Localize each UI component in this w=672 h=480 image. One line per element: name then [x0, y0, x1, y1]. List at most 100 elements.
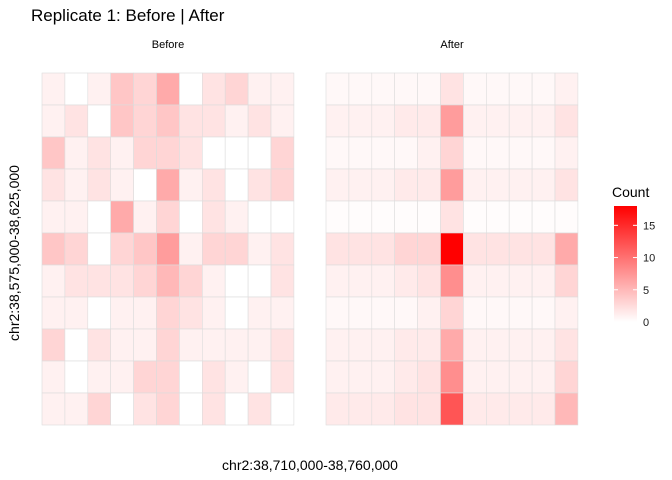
- heatmap-cell-after-r10-c10: [554, 392, 579, 426]
- heatmap-cell-before-r1-c2: [87, 104, 112, 138]
- heatmap-cell-after-r9-c8: [508, 360, 533, 394]
- heatmap-cell-before-r4-c4: [133, 200, 157, 234]
- heatmap-cell-after-r8-c7: [485, 328, 510, 362]
- heatmap-cell-before-r7-c7: [202, 296, 226, 330]
- heatmap-cell-after-r1-c0: [325, 104, 350, 138]
- heatmap-cell-after-r0-c10: [554, 72, 579, 106]
- heatmap-cell-after-r3-c7: [485, 168, 510, 202]
- heatmap-cell-before-r10-c0: [41, 392, 66, 426]
- heatmap-cell-after-r10-c4: [417, 392, 441, 426]
- heatmap-cell-after-r1-c7: [485, 104, 510, 138]
- heatmap-cell-after-r7-c4: [417, 296, 441, 330]
- heatmap-cell-before-r1-c4: [133, 104, 157, 138]
- legend-title: Count: [612, 184, 649, 200]
- heatmap-cell-before-r10-c6: [179, 392, 203, 426]
- heatmap-cell-after-r4-c7: [485, 200, 510, 234]
- heatmap-cell-after-r7-c2: [371, 296, 395, 330]
- heatmap-cell-after-r3-c1: [348, 168, 373, 202]
- heatmap-cell-after-r0-c5: [440, 72, 464, 106]
- heatmap-cell-before-r9-c4: [133, 360, 157, 394]
- heatmap-cell-after-r0-c4: [417, 72, 441, 106]
- heatmap-cell-before-r10-c7: [202, 392, 226, 426]
- heatmap-cell-after-r8-c9: [531, 328, 556, 362]
- heatmap-cell-before-r6-c10: [270, 264, 295, 298]
- heatmap-cell-before-r6-c3: [110, 264, 134, 298]
- heatmap-cell-before-r6-c8: [224, 264, 249, 298]
- heatmap-cell-before-r3-c1: [64, 168, 89, 202]
- heatmap-cell-before-r2-c7: [202, 136, 226, 170]
- heatmap-cell-after-r6-c2: [371, 264, 395, 298]
- heatmap-cell-after-r8-c10: [554, 328, 579, 362]
- heatmap-cell-before-r7-c6: [179, 296, 203, 330]
- heatmap-cell-before-r2-c1: [64, 136, 89, 170]
- heatmap-cell-after-r4-c1: [348, 200, 373, 234]
- heatmap-cell-after-r8-c4: [417, 328, 441, 362]
- heatmap-cell-before-r7-c5: [156, 296, 180, 330]
- heatmap-cell-before-r3-c3: [110, 168, 134, 202]
- heatmap-cell-after-r6-c9: [531, 264, 556, 298]
- heatmap-cell-after-r1-c8: [508, 104, 533, 138]
- heatmap-cell-before-r1-c5: [156, 104, 180, 138]
- heatmap-cell-after-r2-c7: [485, 136, 510, 170]
- heatmap-cell-after-r8-c8: [508, 328, 533, 362]
- heatmap-cell-after-r5-c9: [531, 232, 556, 266]
- heatmap-cell-before-r5-c3: [110, 232, 134, 266]
- heatmap-cell-before-r8-c3: [110, 328, 134, 362]
- heatmap-cell-before-r1-c10: [270, 104, 295, 138]
- heatmap-cell-after-r9-c0: [325, 360, 350, 394]
- heatmap-cell-after-r5-c7: [485, 232, 510, 266]
- heatmap-cell-after-r7-c1: [348, 296, 373, 330]
- heatmap-cell-after-r9-c10: [554, 360, 579, 394]
- heatmap-cell-after-r0-c0: [325, 72, 350, 106]
- heatmap-cell-after-r1-c4: [417, 104, 441, 138]
- heatmap-cell-before-r8-c10: [270, 328, 295, 362]
- heatmap-cell-after-r7-c10: [554, 296, 579, 330]
- heatmap-cell-after-r10-c5: [440, 392, 464, 426]
- heatmap-cell-after-r5-c1: [348, 232, 373, 266]
- heatmap-cell-before-r3-c5: [156, 168, 180, 202]
- heatmap-cell-before-r10-c3: [110, 392, 134, 426]
- heatmap-cell-after-r1-c10: [554, 104, 579, 138]
- heatmap-cell-before-r2-c4: [133, 136, 157, 170]
- heatmap-cell-before-r3-c8: [224, 168, 249, 202]
- heatmap-cell-after-r2-c1: [348, 136, 373, 170]
- heatmap-cell-before-r10-c4: [133, 392, 157, 426]
- heatmap-cell-after-r8-c5: [440, 328, 464, 362]
- panel-before: [41, 72, 295, 426]
- heatmap-cell-before-r3-c10: [270, 168, 295, 202]
- heatmap-cell-after-r7-c7: [485, 296, 510, 330]
- heatmap-cell-after-r7-c6: [463, 296, 487, 330]
- heatmap-cell-before-r0-c1: [64, 72, 89, 106]
- heatmap-cell-after-r9-c1: [348, 360, 373, 394]
- heatmap-cell-before-r4-c9: [247, 200, 272, 234]
- heatmap-cell-before-r0-c6: [179, 72, 203, 106]
- heatmap-cell-before-r4-c1: [64, 200, 89, 234]
- heatmap-cell-after-r9-c3: [394, 360, 418, 394]
- heatmap-cell-before-r8-c0: [41, 328, 66, 362]
- panel-label-before: Before: [152, 39, 184, 51]
- chart-title: Replicate 1: Before | After: [31, 6, 225, 25]
- heatmap-cell-before-r7-c3: [110, 296, 134, 330]
- heatmap-cell-before-r9-c8: [224, 360, 249, 394]
- heatmap-cell-before-r8-c5: [156, 328, 180, 362]
- heatmap-cell-after-r2-c3: [394, 136, 418, 170]
- heatmap-cell-after-r8-c3: [394, 328, 418, 362]
- heatmap-cell-after-r0-c1: [348, 72, 373, 106]
- heatmap-cell-before-r1-c3: [110, 104, 134, 138]
- heatmap-cell-before-r1-c7: [202, 104, 226, 138]
- heatmap-cell-after-r4-c8: [508, 200, 533, 234]
- heatmap-cell-after-r2-c5: [440, 136, 464, 170]
- heatmap-cell-before-r0-c0: [41, 72, 66, 106]
- heatmap-cell-after-r3-c3: [394, 168, 418, 202]
- heatmap-cell-after-r8-c6: [463, 328, 487, 362]
- heatmap-cell-before-r2-c2: [87, 136, 112, 170]
- legend-tick-label-0: 0: [643, 317, 649, 329]
- heatmap-cell-before-r10-c8: [224, 392, 249, 426]
- heatmap-cell-after-r5-c3: [394, 232, 418, 266]
- heatmap-cell-after-r6-c1: [348, 264, 373, 298]
- heatmap-cell-before-r2-c10: [270, 136, 295, 170]
- heatmap-cell-after-r1-c2: [371, 104, 395, 138]
- heatmap-cell-after-r2-c6: [463, 136, 487, 170]
- heatmap-cell-before-r10-c10: [270, 392, 295, 426]
- heatmap-cell-before-r6-c1: [64, 264, 89, 298]
